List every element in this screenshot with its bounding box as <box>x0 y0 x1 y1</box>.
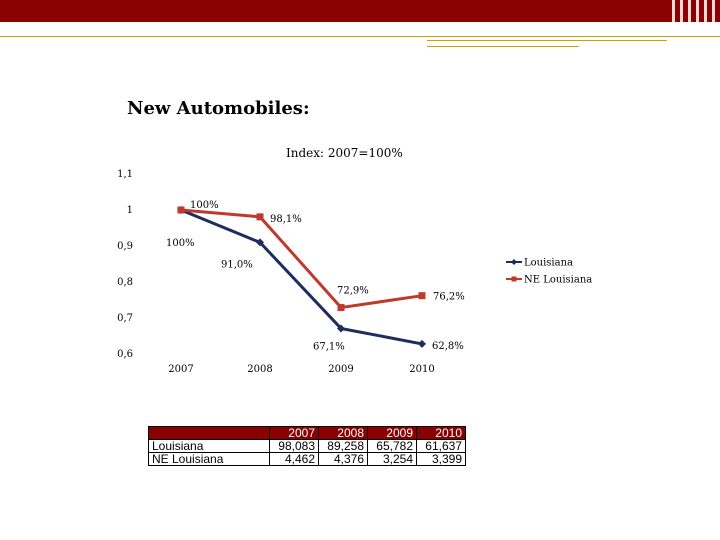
series-lines <box>180 208 423 346</box>
legend: Louisiana NE Louisiana <box>506 258 592 286</box>
data-point <box>177 206 185 214</box>
data-label: 98,1% <box>270 214 302 225</box>
decor-line-1 <box>0 36 720 37</box>
legend-marker <box>511 276 517 282</box>
series-line-louisiana <box>180 208 423 346</box>
legend-entry: Louisiana <box>524 258 573 269</box>
data-table: 2007 2008 2009 2010 Louisiana 98,083 89,… <box>148 426 466 466</box>
table-row: NE Louisiana 4,462 4,376 3,254 3,399 <box>148 452 466 466</box>
legend-entry: NE Louisiana <box>524 275 592 286</box>
table-cell: 61,637 <box>416 439 466 453</box>
table-row-label: NE Louisiana <box>148 452 270 466</box>
data-label: 62,8% <box>432 341 464 352</box>
decor-line-2 <box>427 40 667 41</box>
data-point <box>337 324 345 333</box>
data-label: 67,1% <box>313 341 345 352</box>
y-axis-ticks: 1,1 1 0,9 0,8 0,7 0,6 <box>117 169 133 360</box>
data-labels: 100% 91,0% 67,1% 62,8% 100% 98,1% 72,9% 76,2% <box>166 200 465 352</box>
data-label: 72,9% <box>337 286 369 297</box>
top-banner <box>0 0 720 22</box>
y-tick-label: 0,8 <box>117 277 133 288</box>
chart-subtitle: Index: 2007=100% <box>286 146 403 160</box>
slide-title: New Automobiles: <box>127 98 310 119</box>
y-tick-label: 0,9 <box>117 241 133 252</box>
data-point <box>256 213 264 221</box>
table-cell: 4,376 <box>318 452 368 466</box>
decor-line-3 <box>427 46 579 47</box>
table-header-2008: 2008 <box>318 426 368 440</box>
banner-stripes <box>672 0 715 22</box>
data-point <box>337 304 345 312</box>
table-cell: 3,399 <box>416 452 466 466</box>
table-cell: 4,462 <box>269 452 319 466</box>
legend-marker <box>511 259 517 265</box>
x-tick-label: 2010 <box>409 364 434 375</box>
x-axis-ticks: 2007 2008 2009 2010 <box>168 364 434 375</box>
y-tick-label: 1 <box>127 205 133 216</box>
data-label: 100% <box>190 200 219 211</box>
table-cell: 65,782 <box>367 439 417 453</box>
table-corner-cell <box>148 426 270 440</box>
table-header-row: 2007 2008 2009 2010 <box>148 426 466 440</box>
data-label: 76,2% <box>433 292 465 303</box>
data-label: 100% <box>166 238 195 249</box>
table-cell: 89,258 <box>318 439 368 453</box>
series-points <box>177 206 426 348</box>
x-tick-label: 2008 <box>247 364 272 375</box>
series-line-ne-louisiana <box>180 208 423 310</box>
data-point <box>418 339 426 348</box>
x-tick-label: 2009 <box>328 364 353 375</box>
table-row-label: Louisiana <box>148 439 270 453</box>
table-header-2010: 2010 <box>416 426 466 440</box>
data-point <box>256 238 264 247</box>
y-tick-label: 0,7 <box>117 313 133 324</box>
data-point <box>418 292 426 300</box>
table-header-2007: 2007 <box>269 426 319 440</box>
table-cell: 3,254 <box>367 452 417 466</box>
table-cell: 98,083 <box>269 439 319 453</box>
y-tick-label: 0,6 <box>117 349 133 360</box>
data-label: 91,0% <box>221 259 253 270</box>
y-tick-label: 1,1 <box>117 169 133 180</box>
line-chart: Index: 2007=100% 1,110,90,80,70,6 2007 20… <box>117 146 592 375</box>
x-tick-label: 2007 <box>168 364 193 375</box>
table-row: Louisiana 98,083 89,258 65,782 61,637 <box>148 439 466 453</box>
table-header-2009: 2009 <box>367 426 417 440</box>
